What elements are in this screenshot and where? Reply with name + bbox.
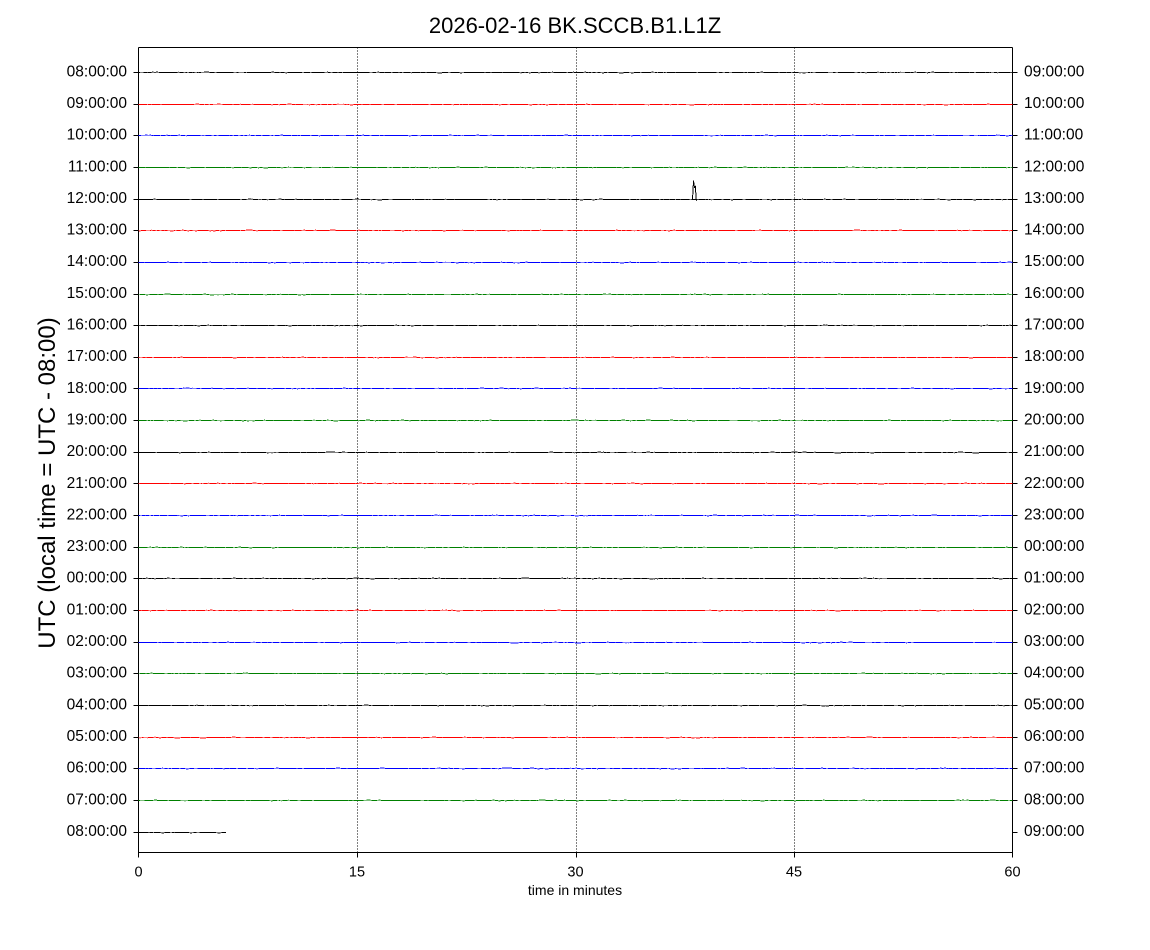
- svg-text:13:00:00: 13:00:00: [1024, 190, 1085, 207]
- svg-text:11:00:00: 11:00:00: [68, 158, 128, 175]
- svg-text:17:00:00: 17:00:00: [1024, 317, 1085, 334]
- svg-text:19:00:00: 19:00:00: [67, 411, 128, 428]
- svg-text:00:00:00: 00:00:00: [1024, 538, 1085, 555]
- svg-text:15:00:00: 15:00:00: [1024, 253, 1085, 270]
- svg-text:01:00:00: 01:00:00: [1024, 570, 1085, 587]
- svg-text:23:00:00: 23:00:00: [67, 538, 128, 555]
- svg-text:01:00:00: 01:00:00: [67, 601, 128, 618]
- svg-text:14:00:00: 14:00:00: [67, 253, 128, 270]
- svg-text:20:00:00: 20:00:00: [1024, 411, 1085, 428]
- svg-text:45: 45: [786, 865, 802, 881]
- svg-text:time in minutes: time in minutes: [528, 882, 622, 898]
- svg-text:00:00:00: 00:00:00: [67, 570, 128, 587]
- svg-text:13:00:00: 13:00:00: [67, 222, 128, 239]
- svg-text:06:00:00: 06:00:00: [1024, 728, 1085, 745]
- svg-text:09:00:00: 09:00:00: [1024, 63, 1085, 80]
- svg-text:0: 0: [134, 865, 142, 881]
- svg-text:60: 60: [1004, 865, 1020, 881]
- svg-text:22:00:00: 22:00:00: [1024, 475, 1085, 492]
- svg-text:03:00:00: 03:00:00: [67, 665, 128, 682]
- svg-text:07:00:00: 07:00:00: [67, 791, 128, 808]
- svg-text:15:00:00: 15:00:00: [67, 285, 128, 302]
- svg-text:22:00:00: 22:00:00: [67, 506, 128, 523]
- svg-text:12:00:00: 12:00:00: [1024, 158, 1085, 175]
- svg-text:18:00:00: 18:00:00: [67, 380, 128, 397]
- svg-text:10:00:00: 10:00:00: [1024, 95, 1085, 112]
- svg-text:17:00:00: 17:00:00: [67, 348, 128, 365]
- svg-text:12:00:00: 12:00:00: [67, 190, 128, 207]
- svg-text:15: 15: [349, 865, 365, 881]
- svg-text:05:00:00: 05:00:00: [1024, 696, 1085, 713]
- svg-text:30: 30: [567, 865, 583, 881]
- svg-text:08:00:00: 08:00:00: [67, 823, 128, 840]
- svg-text:2026-02-16 BK.SCCB.B1.L1Z: 2026-02-16 BK.SCCB.B1.L1Z: [429, 13, 721, 38]
- svg-text:21:00:00: 21:00:00: [1024, 443, 1085, 460]
- svg-text:14:00:00: 14:00:00: [1024, 222, 1085, 239]
- svg-text:16:00:00: 16:00:00: [67, 317, 128, 334]
- svg-text:11:00:00: 11:00:00: [1024, 127, 1084, 144]
- svg-text:16:00:00: 16:00:00: [1024, 285, 1085, 302]
- svg-text:02:00:00: 02:00:00: [67, 633, 128, 650]
- svg-text:18:00:00: 18:00:00: [1024, 348, 1085, 365]
- svg-text:08:00:00: 08:00:00: [67, 63, 128, 80]
- svg-text:21:00:00: 21:00:00: [67, 475, 128, 492]
- svg-text:23:00:00: 23:00:00: [1024, 506, 1085, 523]
- svg-text:UTC (local time = UTC - 08:00): UTC (local time = UTC - 08:00): [34, 317, 61, 648]
- svg-text:09:00:00: 09:00:00: [1024, 823, 1085, 840]
- svg-text:08:00:00: 08:00:00: [1024, 791, 1085, 808]
- svg-text:05:00:00: 05:00:00: [67, 728, 128, 745]
- svg-text:09:00:00: 09:00:00: [67, 95, 128, 112]
- svg-text:07:00:00: 07:00:00: [1024, 760, 1085, 777]
- svg-text:06:00:00: 06:00:00: [67, 760, 128, 777]
- svg-text:20:00:00: 20:00:00: [67, 443, 128, 460]
- svg-text:19:00:00: 19:00:00: [1024, 380, 1085, 397]
- svg-text:04:00:00: 04:00:00: [67, 696, 128, 713]
- svg-text:03:00:00: 03:00:00: [1024, 633, 1085, 650]
- svg-text:04:00:00: 04:00:00: [1024, 665, 1085, 682]
- svg-text:10:00:00: 10:00:00: [67, 127, 128, 144]
- svg-text:02:00:00: 02:00:00: [1024, 601, 1085, 618]
